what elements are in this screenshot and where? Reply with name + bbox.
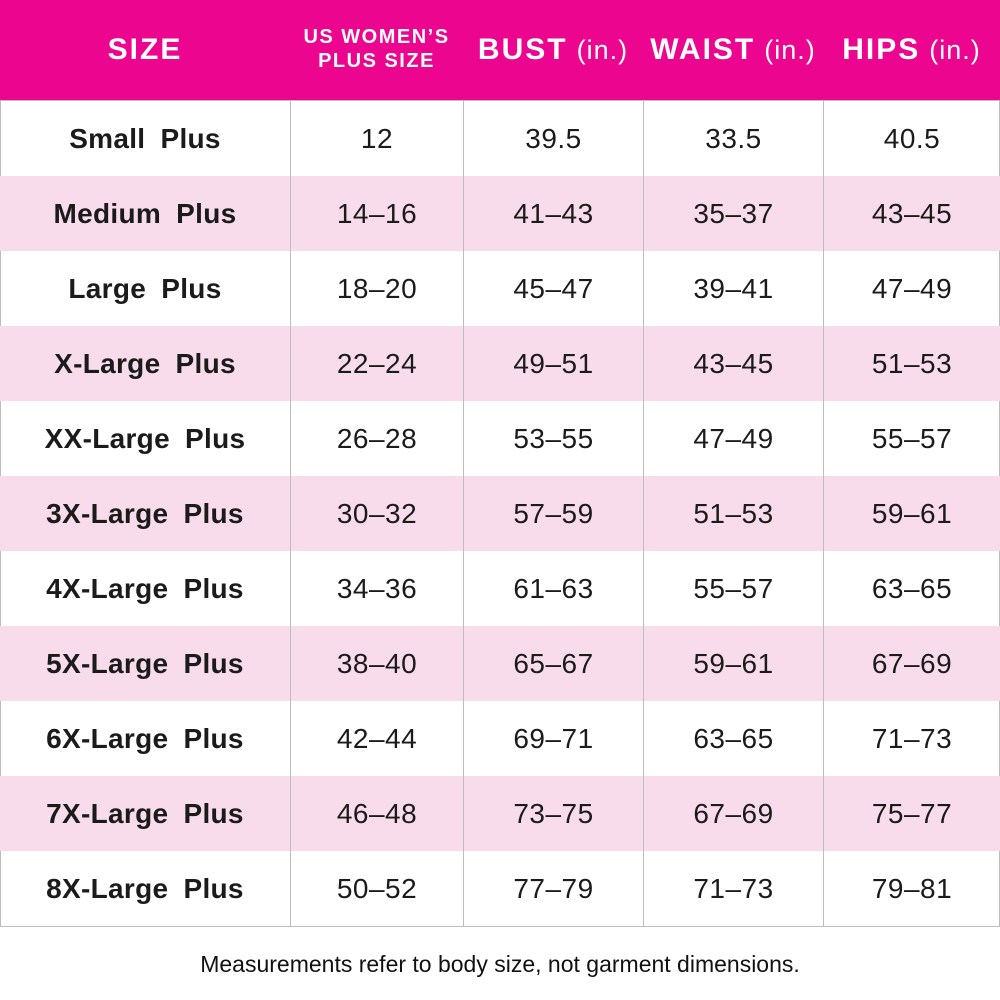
waist-value: 47–49 xyxy=(643,401,823,476)
size-label: 8X-Large Plus xyxy=(46,872,244,904)
hips-value: 51–53 xyxy=(823,326,1000,401)
size-label: 6X-Large Plus xyxy=(46,722,244,754)
waist-value: 67–69 xyxy=(643,776,823,851)
table-row-7x-large-plus: 7X-Large Plus 46–48 73–75 67–69 75–77 xyxy=(0,776,1000,851)
bust-value: 77–79 xyxy=(463,851,643,926)
hips-value: 75–77 xyxy=(823,776,1000,851)
us-plus-size-value: 50–52 xyxy=(290,851,463,926)
table-row-4x-large-plus: 4X-Large Plus 34–36 61–63 55–57 63–65 xyxy=(0,551,1000,626)
header-us-womens-plus-size: US WOMEN’S PLUS SIZE xyxy=(290,0,463,100)
size-label: Medium Plus xyxy=(53,197,237,229)
header-waist-unit: (in.) xyxy=(764,34,816,65)
header-hips: HIPS (in.) xyxy=(823,0,1000,100)
size-label: Large Plus xyxy=(68,272,222,304)
size-label: X-Large Plus xyxy=(54,347,236,379)
size-label: 3X-Large Plus xyxy=(46,497,244,529)
waist-value: 33.5 xyxy=(643,101,823,176)
size-label: 7X-Large Plus xyxy=(46,797,244,829)
table-row-large-plus: Large Plus 18–20 45–47 39–41 47–49 xyxy=(0,251,1000,326)
bust-value: 45–47 xyxy=(463,251,643,326)
hips-value: 63–65 xyxy=(823,551,1000,626)
table-row-small-plus: Small Plus 12 39.5 33.5 40.5 xyxy=(0,101,1000,176)
us-plus-size-value: 46–48 xyxy=(290,776,463,851)
footnote: Measurements refer to body size, not gar… xyxy=(200,950,800,977)
header-hips-unit: (in.) xyxy=(929,34,981,65)
hips-value: 71–73 xyxy=(823,701,1000,776)
us-plus-size-value: 14–16 xyxy=(290,176,463,251)
bust-value: 41–43 xyxy=(463,176,643,251)
table-row-5x-large-plus: 5X-Large Plus 38–40 65–67 59–61 67–69 xyxy=(0,626,1000,701)
bust-value: 49–51 xyxy=(463,326,643,401)
header-us-womens-line2: PLUS SIZE xyxy=(318,50,435,72)
waist-value: 71–73 xyxy=(643,851,823,926)
bust-value: 39.5 xyxy=(463,101,643,176)
bust-value: 73–75 xyxy=(463,776,643,851)
header-waist-label: WAIST xyxy=(650,33,756,66)
table-row-6x-large-plus: 6X-Large Plus 42–44 69–71 63–65 71–73 xyxy=(0,701,1000,776)
table-row-3x-large-plus: 3X-Large Plus 30–32 57–59 51–53 59–61 xyxy=(0,476,1000,551)
table-row-xx-large-plus: XX-Large Plus 26–28 53–55 47–49 55–57 xyxy=(0,401,1000,476)
bust-value: 69–71 xyxy=(463,701,643,776)
bust-value: 53–55 xyxy=(463,401,643,476)
bust-value: 65–67 xyxy=(463,626,643,701)
us-plus-size-value: 34–36 xyxy=(290,551,463,626)
hips-value: 79–81 xyxy=(823,851,1000,926)
size-label: Small Plus xyxy=(69,122,221,154)
hips-value: 59–61 xyxy=(823,476,1000,551)
table-row-x-large-plus: X-Large Plus 22–24 49–51 43–45 51–53 xyxy=(0,326,1000,401)
us-plus-size-value: 30–32 xyxy=(290,476,463,551)
table-row-8x-large-plus: 8X-Large Plus 50–52 77–79 71–73 79–81 xyxy=(0,851,1000,926)
header-bust: BUST (in.) xyxy=(463,0,643,100)
us-plus-size-value: 26–28 xyxy=(290,401,463,476)
header-hips-label: HIPS xyxy=(842,33,921,66)
header-us-womens-line1: US WOMEN’S xyxy=(303,26,450,49)
header-size-label: SIZE xyxy=(107,33,183,66)
table-row-medium-plus: Medium Plus 14–16 41–43 35–37 43–45 xyxy=(0,176,1000,251)
header-size: SIZE xyxy=(0,0,290,100)
size-label: 5X-Large Plus xyxy=(46,647,244,679)
us-plus-size-value: 18–20 xyxy=(290,251,463,326)
waist-value: 51–53 xyxy=(643,476,823,551)
hips-value: 47–49 xyxy=(823,251,1000,326)
table-header: SIZE US WOMEN’S PLUS SIZE BUST (in.) WAI… xyxy=(0,0,1000,100)
header-bust-unit: (in.) xyxy=(576,34,629,65)
waist-value: 35–37 xyxy=(643,176,823,251)
hips-value: 43–45 xyxy=(823,176,1000,251)
hips-value: 55–57 xyxy=(823,401,1000,476)
waist-value: 39–41 xyxy=(643,251,823,326)
hips-value: 40.5 xyxy=(823,101,1000,176)
us-plus-size-value: 38–40 xyxy=(290,626,463,701)
hips-value: 67–69 xyxy=(823,626,1000,701)
waist-value: 43–45 xyxy=(643,326,823,401)
size-label: 4X-Large Plus xyxy=(46,572,244,604)
header-bust-label: BUST xyxy=(477,33,568,66)
size-label: XX-Large Plus xyxy=(44,422,246,454)
table-body: Small Plus 12 39.5 33.5 40.5 Medium Plus… xyxy=(0,100,1000,927)
bust-value: 61–63 xyxy=(463,551,643,626)
waist-value: 55–57 xyxy=(643,551,823,626)
us-plus-size-value: 22–24 xyxy=(290,326,463,401)
waist-value: 63–65 xyxy=(643,701,823,776)
header-waist: WAIST (in.) xyxy=(643,0,823,100)
us-plus-size-value: 12 xyxy=(290,101,463,176)
us-plus-size-value: 42–44 xyxy=(290,701,463,776)
bust-value: 57–59 xyxy=(463,476,643,551)
waist-value: 59–61 xyxy=(643,626,823,701)
